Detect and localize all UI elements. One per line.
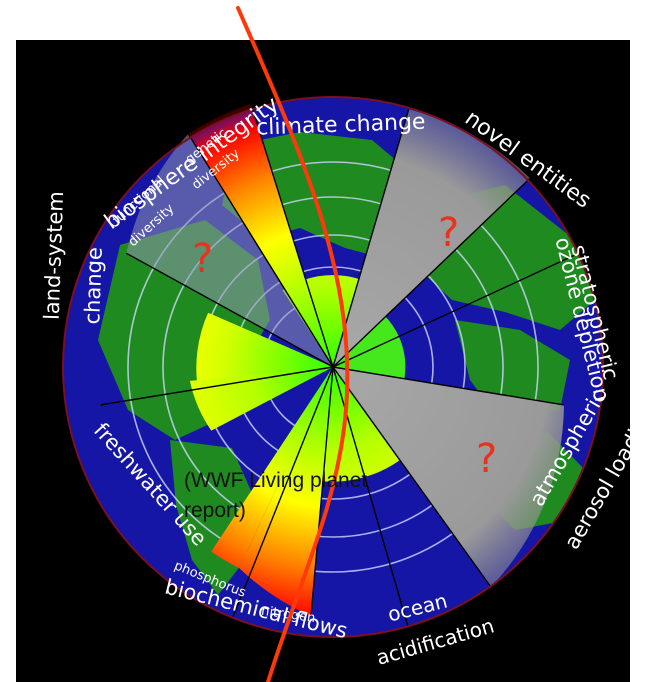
wedge-genetic-diversity (188, 103, 333, 367)
wedge-novel-entities (333, 109, 531, 368)
question-mark-novel-entities: ? (438, 210, 459, 256)
wedge-atmospheric-aerosol (333, 367, 564, 588)
wedge-freshwater-use (189, 367, 333, 431)
wedge-functional-diversity (126, 133, 334, 367)
wwf-note-line-1: (WWF Living planet (184, 469, 368, 492)
question-mark-aerosol-loading: ? (476, 436, 497, 482)
boundary-wedges (126, 103, 564, 617)
wedge-nitrogen (239, 367, 333, 617)
wedge-phosphorus (211, 367, 333, 569)
wwf-note: (WWF Living planet report) (184, 466, 454, 526)
label-change: change (80, 247, 107, 325)
question-mark-functional-diversity: ? (192, 236, 213, 282)
label-land-system: land-system (40, 191, 68, 321)
unknown-marks: ? ? ? (192, 210, 497, 482)
overlay-boundary-line (236, 6, 350, 682)
wwf-note-line-2: report) (184, 499, 246, 522)
globe-outline (62, 96, 604, 638)
